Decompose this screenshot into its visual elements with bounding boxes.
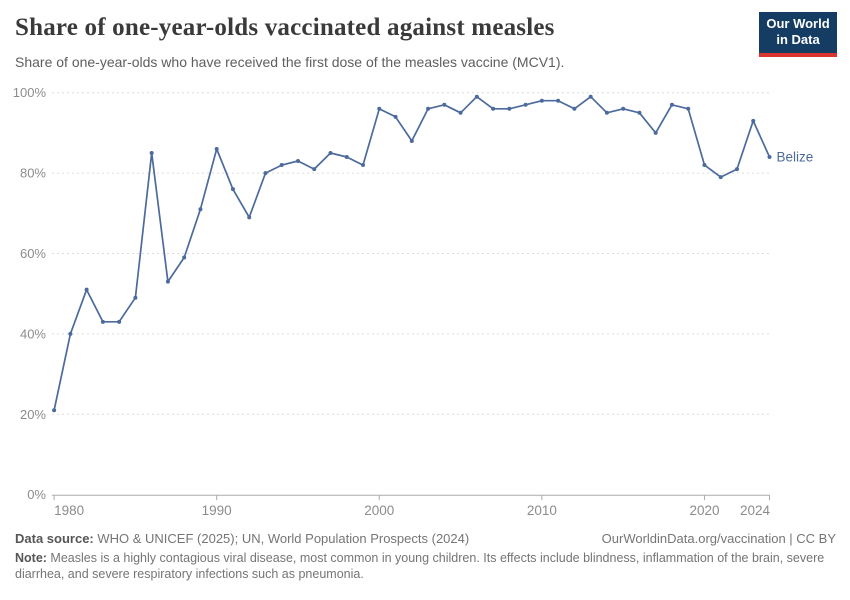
data-point-2023 xyxy=(751,118,756,123)
note-text: Measles is a highly contagious viral dis… xyxy=(15,551,825,581)
x-tick-label: 2000 xyxy=(364,503,394,518)
data-point-2022 xyxy=(734,167,739,172)
data-point-1991 xyxy=(230,187,235,192)
x-tick-label: 2010 xyxy=(527,503,557,518)
data-point-1998 xyxy=(344,155,349,160)
y-tick-label: 20% xyxy=(20,407,46,422)
data-point-2002 xyxy=(409,138,414,143)
data-point-1988 xyxy=(182,255,187,260)
data-point-1982 xyxy=(84,287,89,292)
x-tick-label: 1980 xyxy=(54,503,84,518)
data-point-1993 xyxy=(263,171,268,176)
data-point-1999 xyxy=(361,163,366,168)
data-point-2009 xyxy=(523,102,528,107)
note-label: Note: xyxy=(15,551,47,565)
data-point-2012 xyxy=(572,106,577,111)
license-link[interactable]: OurWorldinData.org/vaccination | CC BY xyxy=(601,531,836,546)
data-point-2007 xyxy=(491,106,496,111)
data-point-1994 xyxy=(279,163,284,168)
data-point-2017 xyxy=(653,130,658,135)
data-point-1992 xyxy=(247,215,252,220)
data-point-1980 xyxy=(52,408,57,413)
data-source-text: WHO & UNICEF (2025); UN, World Populatio… xyxy=(93,531,470,546)
x-tick-label: 1990 xyxy=(202,503,232,518)
data-point-2020 xyxy=(702,163,707,168)
data-point-2010 xyxy=(539,98,544,103)
footer-note: Note: Measles is a highly contagious vir… xyxy=(15,550,827,582)
chart-subtitle: Share of one-year-olds who have received… xyxy=(15,54,565,70)
data-point-2024 xyxy=(767,155,772,160)
data-point-1990 xyxy=(214,146,219,151)
data-point-2004 xyxy=(442,102,447,107)
x-tick-label: 2020 xyxy=(689,503,719,518)
x-tick-label: 2024 xyxy=(740,503,771,518)
data-source: Data source: WHO & UNICEF (2025); UN, Wo… xyxy=(15,531,469,546)
data-point-1995 xyxy=(295,159,300,164)
data-point-2000 xyxy=(377,106,382,111)
data-point-1981 xyxy=(68,331,73,336)
data-point-1985 xyxy=(133,295,138,300)
data-point-2011 xyxy=(556,98,561,103)
data-point-1984 xyxy=(117,319,122,324)
data-point-2005 xyxy=(458,110,463,115)
data-source-label: Data source: xyxy=(15,531,94,546)
data-point-2008 xyxy=(507,106,512,111)
data-point-1987 xyxy=(165,279,170,284)
owid-logo-line2: in Data xyxy=(776,32,820,47)
owid-logo[interactable]: Our World in Data xyxy=(759,12,837,57)
data-point-1983 xyxy=(100,319,105,324)
data-point-1997 xyxy=(328,151,333,155)
page-title: Share of one-year-olds vaccinated agains… xyxy=(15,14,555,41)
data-point-2014 xyxy=(604,110,609,115)
data-point-1989 xyxy=(198,207,203,212)
y-tick-label: 100% xyxy=(13,85,47,100)
y-tick-label: 40% xyxy=(20,326,46,341)
data-point-2018 xyxy=(669,102,674,107)
data-point-1986 xyxy=(149,151,154,155)
data-point-2021 xyxy=(718,175,723,180)
series-label-belize: Belize xyxy=(777,150,814,165)
data-point-2019 xyxy=(686,106,691,111)
data-point-2016 xyxy=(637,110,642,115)
data-point-2013 xyxy=(588,94,593,99)
footer-source-row: Data source: WHO & UNICEF (2025); UN, Wo… xyxy=(15,531,836,546)
data-point-1996 xyxy=(312,167,317,172)
y-tick-label: 60% xyxy=(20,246,46,261)
y-tick-label: 80% xyxy=(20,166,46,181)
data-point-2001 xyxy=(393,114,398,119)
y-tick-label: 0% xyxy=(27,487,46,502)
owid-logo-line1: Our World xyxy=(766,16,830,31)
data-point-2003 xyxy=(426,106,431,111)
data-point-2006 xyxy=(474,94,479,99)
data-point-2015 xyxy=(621,106,626,111)
